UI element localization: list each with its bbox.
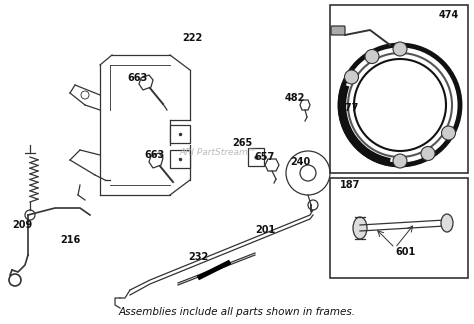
Circle shape — [393, 154, 407, 168]
Text: 601: 601 — [396, 247, 416, 257]
Text: 240: 240 — [290, 157, 310, 167]
Text: 232: 232 — [188, 252, 208, 262]
Bar — [330, 5, 468, 173]
Polygon shape — [149, 153, 163, 168]
Text: 222: 222 — [182, 33, 202, 43]
Bar — [170, 125, 190, 143]
Text: 877: 877 — [339, 103, 359, 113]
Ellipse shape — [441, 214, 453, 232]
Polygon shape — [139, 75, 153, 90]
Text: 216: 216 — [60, 235, 80, 245]
Text: 187: 187 — [340, 180, 360, 190]
Polygon shape — [300, 100, 310, 110]
Bar — [330, 178, 468, 278]
Text: 657: 657 — [255, 152, 275, 162]
Circle shape — [345, 70, 358, 84]
Text: 474: 474 — [439, 10, 459, 20]
Circle shape — [441, 126, 456, 140]
Bar — [248, 148, 264, 166]
Text: 201: 201 — [255, 225, 275, 235]
Polygon shape — [265, 159, 279, 171]
Text: 663: 663 — [128, 73, 148, 83]
Text: 265: 265 — [232, 138, 252, 148]
Bar — [170, 150, 190, 168]
Text: Assemblies include all parts shown in frames.: Assemblies include all parts shown in fr… — [118, 307, 356, 317]
Text: 663: 663 — [145, 150, 165, 160]
Text: 482: 482 — [285, 93, 305, 103]
Text: 209: 209 — [12, 220, 32, 230]
Text: ARI PartStream™: ARI PartStream™ — [179, 148, 257, 157]
Circle shape — [393, 42, 407, 56]
Circle shape — [365, 50, 379, 64]
FancyBboxPatch shape — [331, 26, 345, 35]
Ellipse shape — [353, 217, 367, 239]
Circle shape — [421, 146, 435, 160]
